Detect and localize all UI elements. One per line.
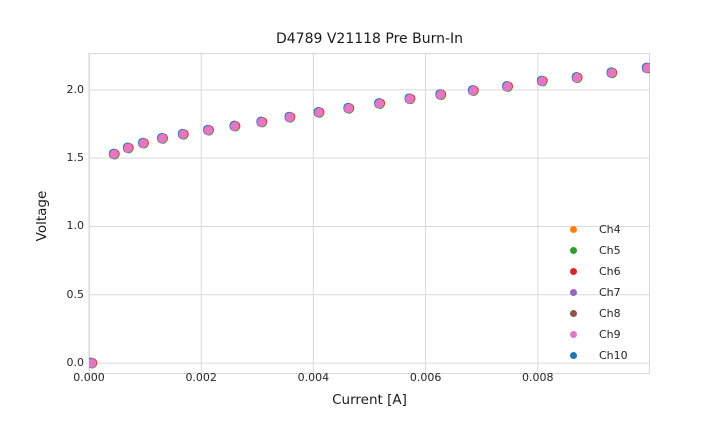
legend-item-ch5: Ch5 xyxy=(562,240,628,261)
legend-label: Ch8 xyxy=(599,307,621,320)
data-point-ch9 xyxy=(138,138,149,148)
legend-item-ch4: Ch4 xyxy=(562,219,628,240)
data-point-ch9 xyxy=(230,121,240,131)
legend-item-ch7: Ch7 xyxy=(562,282,628,303)
legend-item-ch8: Ch8 xyxy=(562,303,628,324)
legend-item-ch9: Ch9 xyxy=(562,324,628,345)
data-point-ch9 xyxy=(642,63,650,73)
data-point-ch9 xyxy=(436,90,446,100)
data-point-ch9 xyxy=(314,107,324,118)
legend-swatch-icon xyxy=(570,289,577,296)
data-point-ch9 xyxy=(285,112,295,122)
data-point-ch9 xyxy=(157,133,168,143)
y-tick-label: 1.5 xyxy=(66,151,85,165)
y-tick-label: 1.0 xyxy=(66,219,85,233)
data-point-ch9 xyxy=(468,85,478,96)
data-point-ch9 xyxy=(178,129,188,139)
data-points xyxy=(89,62,650,369)
data-point-ch9 xyxy=(607,68,617,78)
chart-title: D4789 V21118 Pre Burn-In xyxy=(275,31,464,47)
x-axis-label: Current [A] xyxy=(332,392,407,408)
gridlines xyxy=(88,53,650,374)
data-point-ch9 xyxy=(502,81,513,92)
legend-label: Ch9 xyxy=(599,328,621,341)
legend-swatch-icon xyxy=(570,247,577,254)
legend-label: Ch5 xyxy=(599,244,621,257)
x-tick-label: 0.006 xyxy=(409,371,442,384)
data-point-ch9 xyxy=(344,103,354,113)
x-tick-label: 0.008 xyxy=(522,371,554,384)
data-point-ch9 xyxy=(89,358,97,368)
legend-swatch-icon xyxy=(570,226,577,233)
x-tick-label: 0.002 xyxy=(185,371,217,384)
data-point-ch9 xyxy=(203,125,214,135)
y-tick-label: 0.5 xyxy=(66,287,85,301)
y-axis-label: Voltage xyxy=(34,190,50,242)
legend-label: Ch10 xyxy=(599,349,628,362)
legend: Ch4 Ch5 Ch6 Ch7 Ch8 Ch9 Ch10 xyxy=(562,219,628,366)
data-point-ch9 xyxy=(537,76,547,86)
data-point-ch9 xyxy=(257,117,267,127)
legend-label: Ch6 xyxy=(599,265,621,278)
legend-label: Ch4 xyxy=(599,223,621,236)
legend-item-ch10: Ch10 xyxy=(562,345,628,366)
data-point-ch9 xyxy=(572,72,582,83)
data-point-ch9 xyxy=(109,149,119,159)
data-point-ch9 xyxy=(374,98,385,109)
plot-area xyxy=(89,53,650,374)
x-tick-label: 0.004 xyxy=(297,371,330,384)
legend-swatch-icon xyxy=(570,310,577,317)
data-point-ch9 xyxy=(123,143,133,153)
legend-label: Ch7 xyxy=(599,286,621,299)
y-tick-label: 2.0 xyxy=(66,82,85,96)
legend-swatch-icon xyxy=(570,268,577,275)
y-tick-label: 0.0 xyxy=(66,356,85,370)
legend-swatch-icon xyxy=(570,352,577,359)
data-point-ch9 xyxy=(405,94,415,104)
legend-item-ch6: Ch6 xyxy=(562,261,628,282)
x-tick-label: 0.000 xyxy=(73,371,105,384)
legend-swatch-icon xyxy=(570,331,577,338)
